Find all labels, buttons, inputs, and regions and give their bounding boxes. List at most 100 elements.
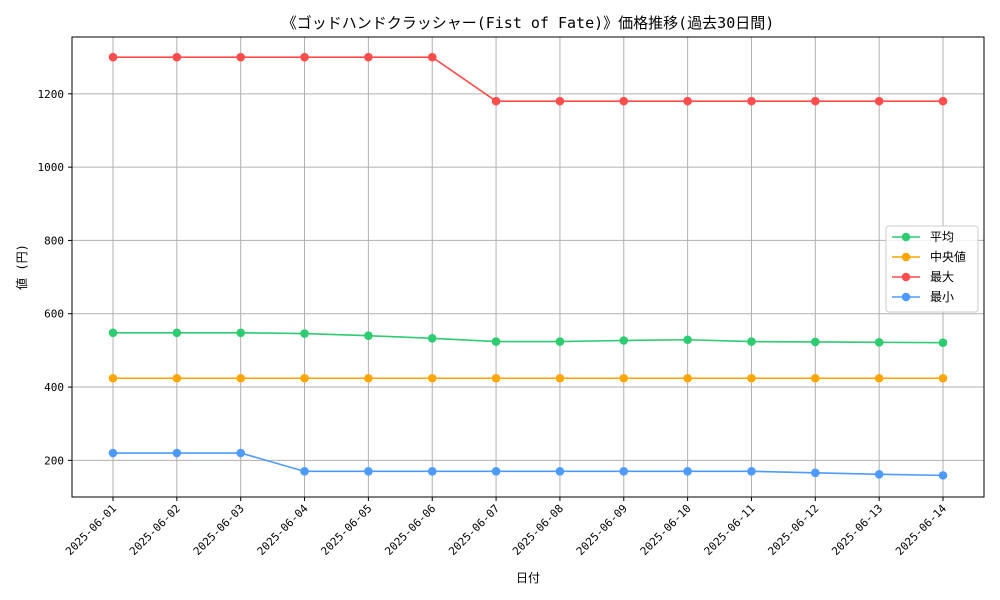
data-point (491, 373, 501, 383)
data-point (108, 448, 118, 458)
data-point (938, 471, 948, 480)
series-1 (108, 373, 948, 383)
legend-marker (901, 272, 911, 282)
y-tick-label: 800 (44, 234, 64, 247)
x-tick-label: 2025-06-04 (255, 502, 311, 558)
legend-marker (901, 252, 911, 262)
data-point (236, 328, 245, 338)
data-point (555, 337, 565, 346)
data-point (300, 467, 309, 476)
data-point (364, 52, 373, 62)
data-point (619, 336, 629, 345)
data-point (427, 52, 437, 62)
data-point (300, 52, 309, 62)
x-tick-label: 2025-06-07 (446, 502, 502, 558)
data-point (874, 373, 884, 383)
y-axis: 200 400 600 800 1000 1200 (38, 88, 72, 467)
data-point (811, 373, 820, 383)
legend-item: 平均 (892, 230, 954, 244)
data-point (491, 337, 501, 346)
x-tick-label: 2025-06-01 (63, 502, 119, 558)
legend-item: 最小 (892, 290, 954, 304)
data-point (172, 328, 182, 338)
data-point (236, 448, 245, 458)
data-point (874, 338, 884, 347)
data-point (683, 335, 692, 345)
data-point (172, 373, 182, 383)
x-tick-label: 2025-06-10 (638, 502, 694, 558)
data-point (364, 467, 373, 476)
data-point (747, 373, 756, 383)
y-tick-label: 400 (44, 381, 64, 394)
data-point (683, 96, 692, 106)
x-tick-label: 2025-06-12 (765, 502, 821, 558)
grid (72, 37, 984, 497)
x-tick-label: 2025-06-06 (382, 502, 438, 558)
data-point (747, 467, 756, 476)
series-line (113, 56, 943, 102)
data-point (108, 328, 118, 338)
data-point (236, 373, 245, 383)
y-tick-label: 1200 (38, 88, 65, 101)
data-point (427, 333, 437, 343)
data-point (555, 373, 565, 383)
data-point (938, 96, 948, 106)
data-point (619, 467, 629, 476)
x-tick-label: 2025-06-09 (574, 502, 630, 558)
series-line (113, 452, 944, 477)
y-tick-label: 1000 (38, 161, 65, 174)
data-point (619, 373, 629, 383)
data-point (364, 331, 373, 341)
data-point (555, 467, 565, 476)
data-point (811, 337, 820, 347)
data-point (108, 373, 118, 383)
data-point (747, 96, 756, 106)
legend-label: 最大 (930, 270, 954, 284)
data-point (172, 448, 182, 458)
series-2 (108, 52, 948, 106)
data-point (874, 96, 884, 106)
chart-title: 《ゴッドハンドクラッシャー(Fist of Fate)》価格推移(過去30日間) (282, 14, 775, 32)
legend-marker (901, 292, 911, 302)
x-tick-label: 2025-06-08 (510, 502, 566, 558)
data-point (108, 52, 118, 62)
y-axis-label: 値 (円) (14, 244, 29, 290)
legend-item: 中央値 (892, 249, 966, 264)
data-point (427, 373, 437, 383)
x-tick-label: 2025-06-14 (893, 502, 949, 558)
data-point (491, 96, 501, 106)
data-point (938, 373, 948, 383)
data-point (236, 52, 245, 62)
data-point (683, 467, 692, 476)
data-point (364, 373, 373, 383)
data-point (300, 373, 309, 383)
series-0 (108, 328, 948, 347)
x-axis-label: 日付 (516, 571, 540, 585)
series-3 (108, 448, 948, 480)
legend-label: 最小 (930, 290, 954, 304)
x-tick-label: 2025-06-03 (191, 502, 247, 558)
legend-marker (901, 232, 911, 242)
x-tick-label: 2025-06-11 (702, 502, 758, 558)
data-point (172, 52, 182, 62)
legend-label: 中央値 (930, 249, 966, 264)
legend-label: 平均 (930, 230, 954, 244)
data-point (683, 373, 692, 383)
data-point (747, 337, 756, 346)
data-point (300, 329, 309, 338)
data-point (811, 96, 820, 106)
data-point (938, 338, 948, 347)
plot-frame (71, 36, 985, 498)
y-tick-label: 200 (44, 454, 64, 467)
x-tick-label: 2025-06-13 (829, 502, 885, 558)
data-point (811, 468, 820, 478)
x-tick-label: 2025-06-05 (318, 502, 374, 558)
y-tick-label: 600 (44, 308, 64, 321)
data-point (619, 96, 629, 106)
x-axis: 2025-06-01 2025-06-02 2025-06-03 2025-06-04… (63, 497, 949, 558)
data-point (491, 467, 501, 476)
series-line (113, 331, 944, 344)
data-point (555, 96, 565, 106)
